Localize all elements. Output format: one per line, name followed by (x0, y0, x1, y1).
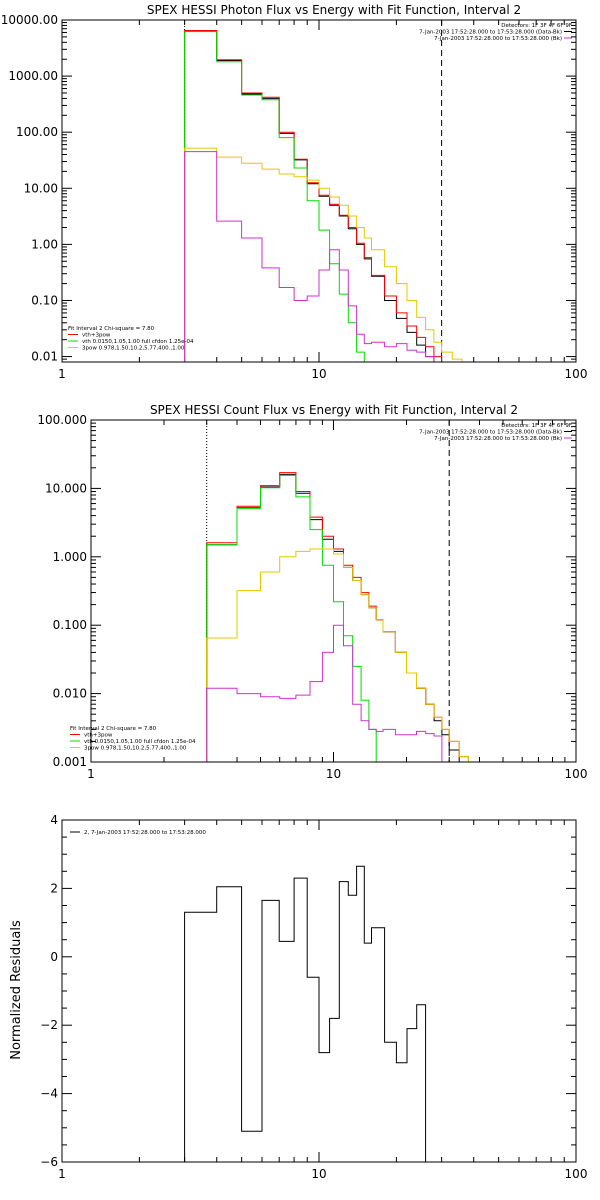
series-line-3 (206, 548, 469, 762)
series-line-2 (206, 474, 384, 762)
y-tick-label: 1000.00 (8, 69, 58, 83)
info-text: Detectors: 1F 3F 4F 6F 9F (501, 23, 572, 29)
y-tick-label: −2 (40, 1018, 58, 1032)
photon-flux-plot-frame (61, 19, 577, 363)
legend-entry: vth+3pow (82, 333, 111, 339)
count-flux-title: SPEX HESSI Count Flux vs Energy with Fit… (150, 403, 518, 417)
legend-header: Fit Interval 2 Chi-square = 7.80 (68, 326, 155, 332)
x-tick-label: 100 (565, 367, 588, 381)
legend-entry: 2, 7-Jan-2003 17:52:28.000 to 17:53:28.0… (84, 830, 206, 836)
x-tick-label: 10 (311, 367, 326, 381)
info-text: 7-Jan-2003 17:52:28.000 to 17:53:28.000 … (434, 436, 562, 442)
y-tick-label: 10.000 (45, 481, 87, 495)
x-tick-label: 100 (565, 767, 588, 781)
y-tick-label: 10.00 (24, 181, 58, 195)
legend-entry: vth+3pow (84, 733, 113, 739)
legend-entry: vth 0.0150,1.05,1.00 full cfdon 1.25e-04 (84, 739, 196, 745)
y-tick-label: −4 (40, 1087, 58, 1101)
legend-entry: vth 0.0150,1.05,1.00 full cfdon 1.25e-04 (82, 339, 194, 345)
y-tick-label: 0.010 (53, 687, 87, 701)
x-tick-label: 10 (311, 1167, 326, 1181)
y-tick-label: 0.01 (31, 350, 58, 364)
residuals-plot-frame (61, 819, 577, 1163)
legend-header: Fit Interval 2 Chi-square = 7.80 (70, 726, 157, 732)
y-tick-label: 100.00 (16, 125, 58, 139)
y-tick-label: 10000.00 (1, 13, 58, 27)
info-text: 7-Jan-2003 17:52:28.000 to 17:53:28.000 … (434, 36, 562, 42)
x-tick-label: 1 (58, 1167, 66, 1181)
y-tick-label: 100.000 (37, 413, 87, 427)
x-tick-label: 10 (326, 767, 341, 781)
series-line-0 (184, 865, 427, 1162)
y-tick-label: 4 (50, 813, 58, 827)
x-tick-label: 100 (565, 1167, 588, 1181)
legend-entry: 3pow 0.978,1.50,10.2,5.77,400.,1.00 (82, 346, 185, 352)
count-flux-plot-frame (90, 419, 577, 763)
y-tick-label: 0.100 (53, 618, 87, 632)
residuals-y-axis-label: Normalized Residuals (9, 920, 24, 1060)
info-text: Detectors: 1F 3F 4F 6F 9F (501, 423, 572, 429)
photon-flux-title: SPEX HESSI Photon Flux vs Energy with Fi… (147, 3, 521, 17)
info-text: 7-Jan-2003 17:52:28.000 to 17:53:28.000 … (419, 30, 562, 36)
y-tick-label: 2 (50, 881, 58, 895)
info-text: 7-Jan-2003 17:52:28.000 to 17:53:28.000 … (419, 430, 562, 436)
x-tick-label: 1 (87, 767, 95, 781)
series-line-3 (184, 147, 463, 362)
y-tick-label: 0.001 (53, 755, 87, 769)
series-line-2 (184, 31, 365, 362)
series-line-4 (184, 151, 435, 362)
y-tick-label: 0 (50, 950, 58, 964)
series-line-4 (206, 624, 443, 762)
y-tick-label: 0.10 (31, 293, 58, 307)
x-tick-label: 1 (58, 367, 66, 381)
residuals-panel: Normalized Residuals 1 10 100 −6 −4 −2 0 2 4 2, 7… (9, 813, 587, 1181)
y-tick-label: −6 (40, 1155, 58, 1169)
count-flux-panel: SPEX HESSI Count Flux vs Energy with Fit… (37, 403, 587, 781)
photon-flux-panel: SPEX HESSI Photon Flux vs Energy with Fi… (1, 3, 588, 381)
y-tick-label: 1.000 (53, 550, 87, 564)
legend-entry: 3pow 0.978,1.50,10.2,5.77,400.,1.00 (84, 746, 187, 752)
y-tick-label: 1.00 (31, 237, 58, 251)
